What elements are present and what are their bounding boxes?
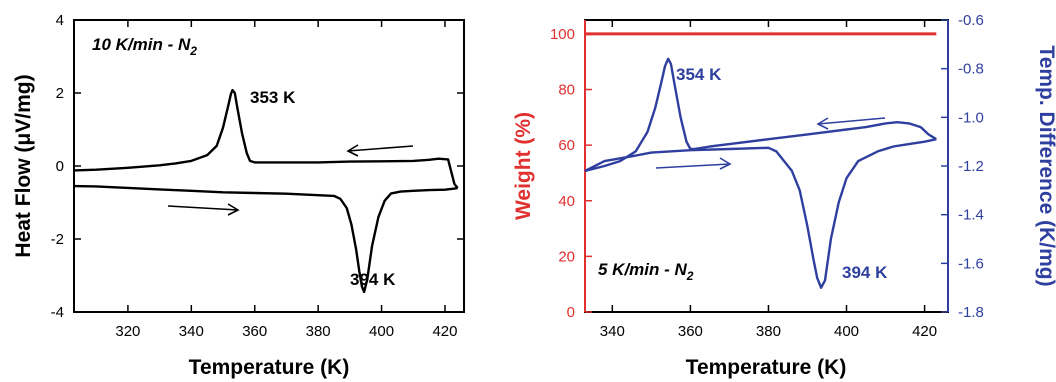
y-tick-label: -4 <box>51 304 64 321</box>
right-y-tick-label: -0.8 <box>958 61 984 78</box>
y-tick-label: 4 <box>56 12 64 29</box>
x-tick-label: 340 <box>600 323 625 340</box>
condition-label: 10 K/min - N2 <box>92 35 197 58</box>
x-axis-label: Temperature (K) <box>189 356 350 379</box>
right-y-tick-label: -1.0 <box>958 109 984 126</box>
heating-peak-label: 394 K <box>350 270 396 289</box>
x-tick-label: 380 <box>756 323 781 340</box>
cooling-curve <box>73 88 456 185</box>
right-y-tick-label: -1.4 <box>958 207 984 224</box>
x-tick-label: 360 <box>242 323 267 340</box>
x-tick-label: 360 <box>678 323 703 340</box>
left-y-tick-label: 80 <box>558 82 575 99</box>
x-tick-label: 420 <box>432 323 457 340</box>
axis-ticks: 320 340 360 380 400 420 -4 -2 0 2 4 <box>51 12 464 340</box>
x-tick-label: 400 <box>834 323 859 340</box>
y-tick-label: -2 <box>51 231 64 248</box>
right-y-axis-label: Temp. Difference (K/mg) <box>1035 45 1056 286</box>
heating-peak-label: 394 K <box>842 263 888 282</box>
cooling-direction-arrow <box>816 117 886 130</box>
cooling-direction-arrow <box>346 144 414 157</box>
heating-direction-arrow <box>655 157 732 170</box>
loop-closure-line <box>453 183 459 189</box>
left-y-tick-label: 60 <box>558 137 575 154</box>
cooling-peak-label: 353 K <box>250 88 296 107</box>
x-tick-label: 340 <box>179 323 204 340</box>
plot-frame <box>73 19 465 313</box>
x-tick-label: 380 <box>306 323 331 340</box>
cooling-peak-label: 354 K <box>676 65 722 84</box>
condition-label: 5 K/min - N2 <box>598 260 694 283</box>
axis-ticks: 340 360 380 400 420 0 20 40 60 80 100 -0.6 -0.8 -1.0 -… <box>550 12 984 340</box>
left-y-axis-label: Weight (%) <box>512 112 535 220</box>
right-y-tick-label: -1.8 <box>958 304 984 321</box>
x-tick-label: 320 <box>115 323 140 340</box>
heat-flow-chart: 320 340 360 380 400 420 -4 -2 0 2 4 Temperature (K… <box>12 12 465 379</box>
x-tick-label: 400 <box>369 323 394 340</box>
heating-direction-arrow <box>167 203 240 216</box>
heating-curve <box>584 138 937 289</box>
left-y-tick-label: 20 <box>558 248 575 265</box>
weight-temp-difference-chart: 340 360 380 400 420 0 20 40 60 80 100 -0.6 -0.8 -1.0 -… <box>512 12 1056 379</box>
series-group <box>584 32 937 289</box>
y-axis-label: Heat Flow (μV/mg) <box>12 74 35 257</box>
x-tick-label: 420 <box>912 323 937 340</box>
y-tick-label: 0 <box>56 158 64 175</box>
right-y-tick-label: -1.6 <box>958 255 984 272</box>
left-y-tick-label: 100 <box>550 26 575 43</box>
left-y-tick-label: 40 <box>558 193 575 210</box>
right-y-tick-label: -1.2 <box>958 158 984 175</box>
x-axis-label: Temperature (K) <box>686 356 847 379</box>
heating-curve <box>73 184 458 294</box>
left-y-tick-label: 0 <box>567 304 575 321</box>
y-tick-label: 2 <box>56 85 64 102</box>
series-group <box>73 88 459 294</box>
right-y-tick-label: -0.6 <box>958 12 984 29</box>
